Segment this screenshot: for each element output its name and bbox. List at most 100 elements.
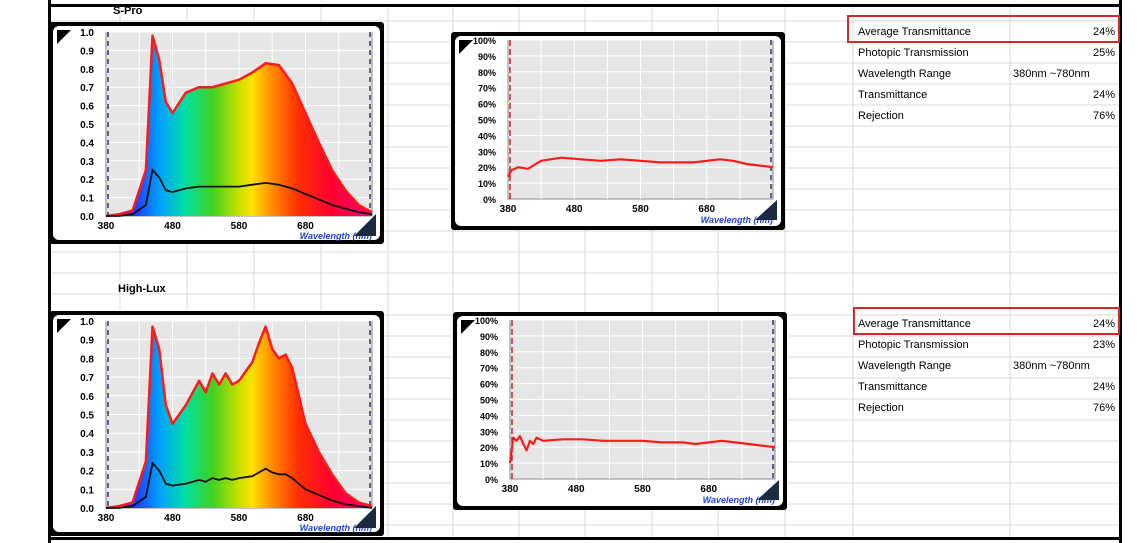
y-tick-label: 0.8 [80,65,94,76]
table-label: Average Transmittance [858,318,971,330]
y-tick-label: 100% [475,316,498,326]
y-tick-label: 100% [473,36,496,46]
y-tick-label: 0.2 [80,467,94,478]
x-tick-label: 480 [566,204,583,215]
transmission-plot-svg: 100% 90% 80% 70% 60% 50% 40% 30% 20% 10% 0% 380 480 5… [457,316,783,506]
y-tick-label: 1.0 [80,317,94,328]
y-tick-label: 0.0 [80,212,94,223]
section-caption: S-Pro [113,5,143,17]
y-tick-label: 0.1 [80,485,94,496]
y-tick-label: 30% [478,147,496,157]
y-tick-label: 0% [483,195,496,205]
table-label: Wavelength Range [858,360,952,372]
x-tick-label: 480 [568,484,585,495]
corner-logo-icon [461,320,475,334]
y-tick-label: 10% [480,459,498,469]
y-tick-label: 0.0 [80,504,94,515]
highlight-box [847,15,1120,43]
x-axis-label: Wavelength (nm) [300,523,372,533]
corner-logo-icon [57,319,71,333]
table-label: Transmittance [858,381,928,393]
y-tick-label: 0.5 [80,411,94,422]
table-label: Photopic Transmission [858,47,969,59]
sheet-border-bottom [48,537,1122,540]
table-value: 380nm ~780nm [1013,360,1090,372]
y-tick-label: 70% [478,84,496,94]
y-tick-label: 0.4 [80,138,94,149]
table-value: 23% [1092,339,1115,351]
spectrum-area [106,35,372,217]
x-tick-label: 680 [297,513,314,524]
table-label: Transmittance [858,89,928,101]
x-axis-label: Wavelength (nm) [300,231,372,241]
y-tick-label: 0.8 [80,354,94,365]
table-value: 24% [1092,89,1115,101]
y-tick-label: 0.3 [80,448,94,459]
y-tick-label: 90% [480,332,498,342]
table-label: Average Transmittance [858,26,971,38]
corner-logo-icon [57,30,71,44]
y-tick-label: 70% [480,364,498,374]
y-tick-label: 0.2 [80,175,94,186]
y-tick-label: 0.7 [80,83,94,94]
sheet-border-right [1119,0,1122,543]
x-tick-label: 580 [231,221,248,232]
table-value: 25% [1092,47,1115,59]
transmission-plot-svg: 100% 90% 80% 70% 60% 50% 40% 30% 20% 10% 0% 380 480 5… [455,36,781,226]
y-tick-label: 80% [478,68,496,78]
spectrum-chart-1: 1.0 0.9 0.8 0.7 0.6 0.5 0.4 0.3 0.2 0.1 0.0 380 480 5… [49,311,384,536]
spectrum-plot-svg: 1.0 0.9 0.8 0.7 0.6 0.5 0.4 0.3 0.2 0.1 0.0 380 480 5… [53,26,380,241]
y-tick-label: 0.9 [80,336,94,347]
corner-logo-icon [354,506,376,528]
x-tick-label: 380 [500,204,517,215]
y-tick-label: 60% [478,100,496,110]
corner-logo-icon [757,480,779,500]
y-tick-label: 40% [480,411,498,421]
x-tick-label: 680 [700,484,717,495]
x-tick-label: 680 [698,204,715,215]
y-tick-label: 20% [478,163,496,173]
y-tick-label: 0.6 [80,392,94,403]
highlight-box [853,307,1120,335]
table-value: 24% [1092,26,1115,38]
transmission-chart-0: 100% 90% 80% 70% 60% 50% 40% 30% 20% 10% 0% 380 480 5… [451,32,785,230]
y-tick-label: 0.3 [80,157,94,168]
source-spectrum-line [105,325,373,510]
y-tick-label: 1.0 [80,28,94,39]
x-tick-label: 680 [297,221,314,232]
corner-logo-icon [354,214,376,236]
y-tick-label: 0% [485,475,498,485]
source-spectrum-line [105,34,373,218]
y-tick-label: 80% [480,348,498,358]
y-tick-label: 50% [480,396,498,406]
table-value: 380nm ~780nm [1013,68,1090,80]
y-tick-label: 0.5 [80,120,94,131]
y-tick-label: 0.7 [80,373,94,384]
spectrum-area [106,326,372,508]
table-label: Rejection [858,402,904,414]
transmission-chart-1: 100% 90% 80% 70% 60% 50% 40% 30% 20% 10% 0% 380 480 5… [453,312,787,510]
y-tick-label: 90% [478,52,496,62]
table-value: 24% [1092,318,1115,330]
x-tick-label: 480 [164,221,181,232]
y-tick-label: 0.6 [80,102,94,113]
table-label: Photopic Transmission [858,339,969,351]
x-tick-label: 580 [231,513,248,524]
x-tick-label: 380 [502,484,519,495]
x-tick-label: 380 [98,513,115,524]
y-tick-label: 60% [480,380,498,390]
sheet-border-top [48,4,1122,7]
filtered-spectrum-line [106,461,373,509]
spectrum-plot-svg: 1.0 0.9 0.8 0.7 0.6 0.5 0.4 0.3 0.2 0.1 0.0 380 480 5… [53,315,380,533]
table-value: 76% [1092,402,1115,414]
table-value: 76% [1092,110,1115,122]
sheet-border-left [48,0,51,543]
y-tick-label: 40% [478,131,496,141]
filtered-spectrum-line [106,168,373,217]
table-label: Rejection [858,110,904,122]
y-tick-label: 50% [478,116,496,126]
y-tick-label: 20% [480,443,498,453]
x-tick-label: 580 [632,204,649,215]
y-tick-label: 0.4 [80,429,94,440]
